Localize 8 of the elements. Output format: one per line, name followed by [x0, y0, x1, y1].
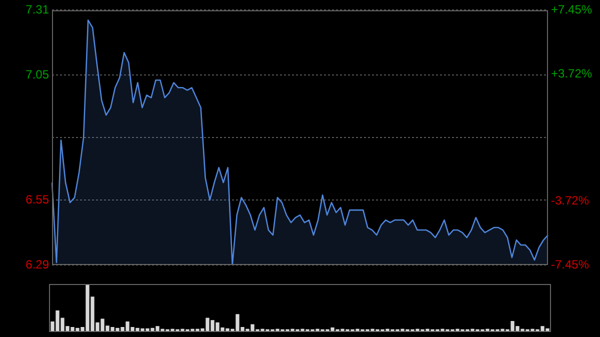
y2-tick-label: +3.72%: [551, 66, 592, 80]
y-tick-label: 6.29: [26, 257, 50, 272]
y-tick-label: 7.05: [26, 67, 50, 82]
y2-tick-label: -3.72%: [551, 194, 590, 208]
y-tick-label: 7.31: [26, 2, 50, 17]
y2-tick-label: +7.45%: [551, 2, 592, 17]
y-tick-label: 6.55: [26, 192, 50, 206]
y2-tick-label: -7.45%: [551, 257, 590, 272]
